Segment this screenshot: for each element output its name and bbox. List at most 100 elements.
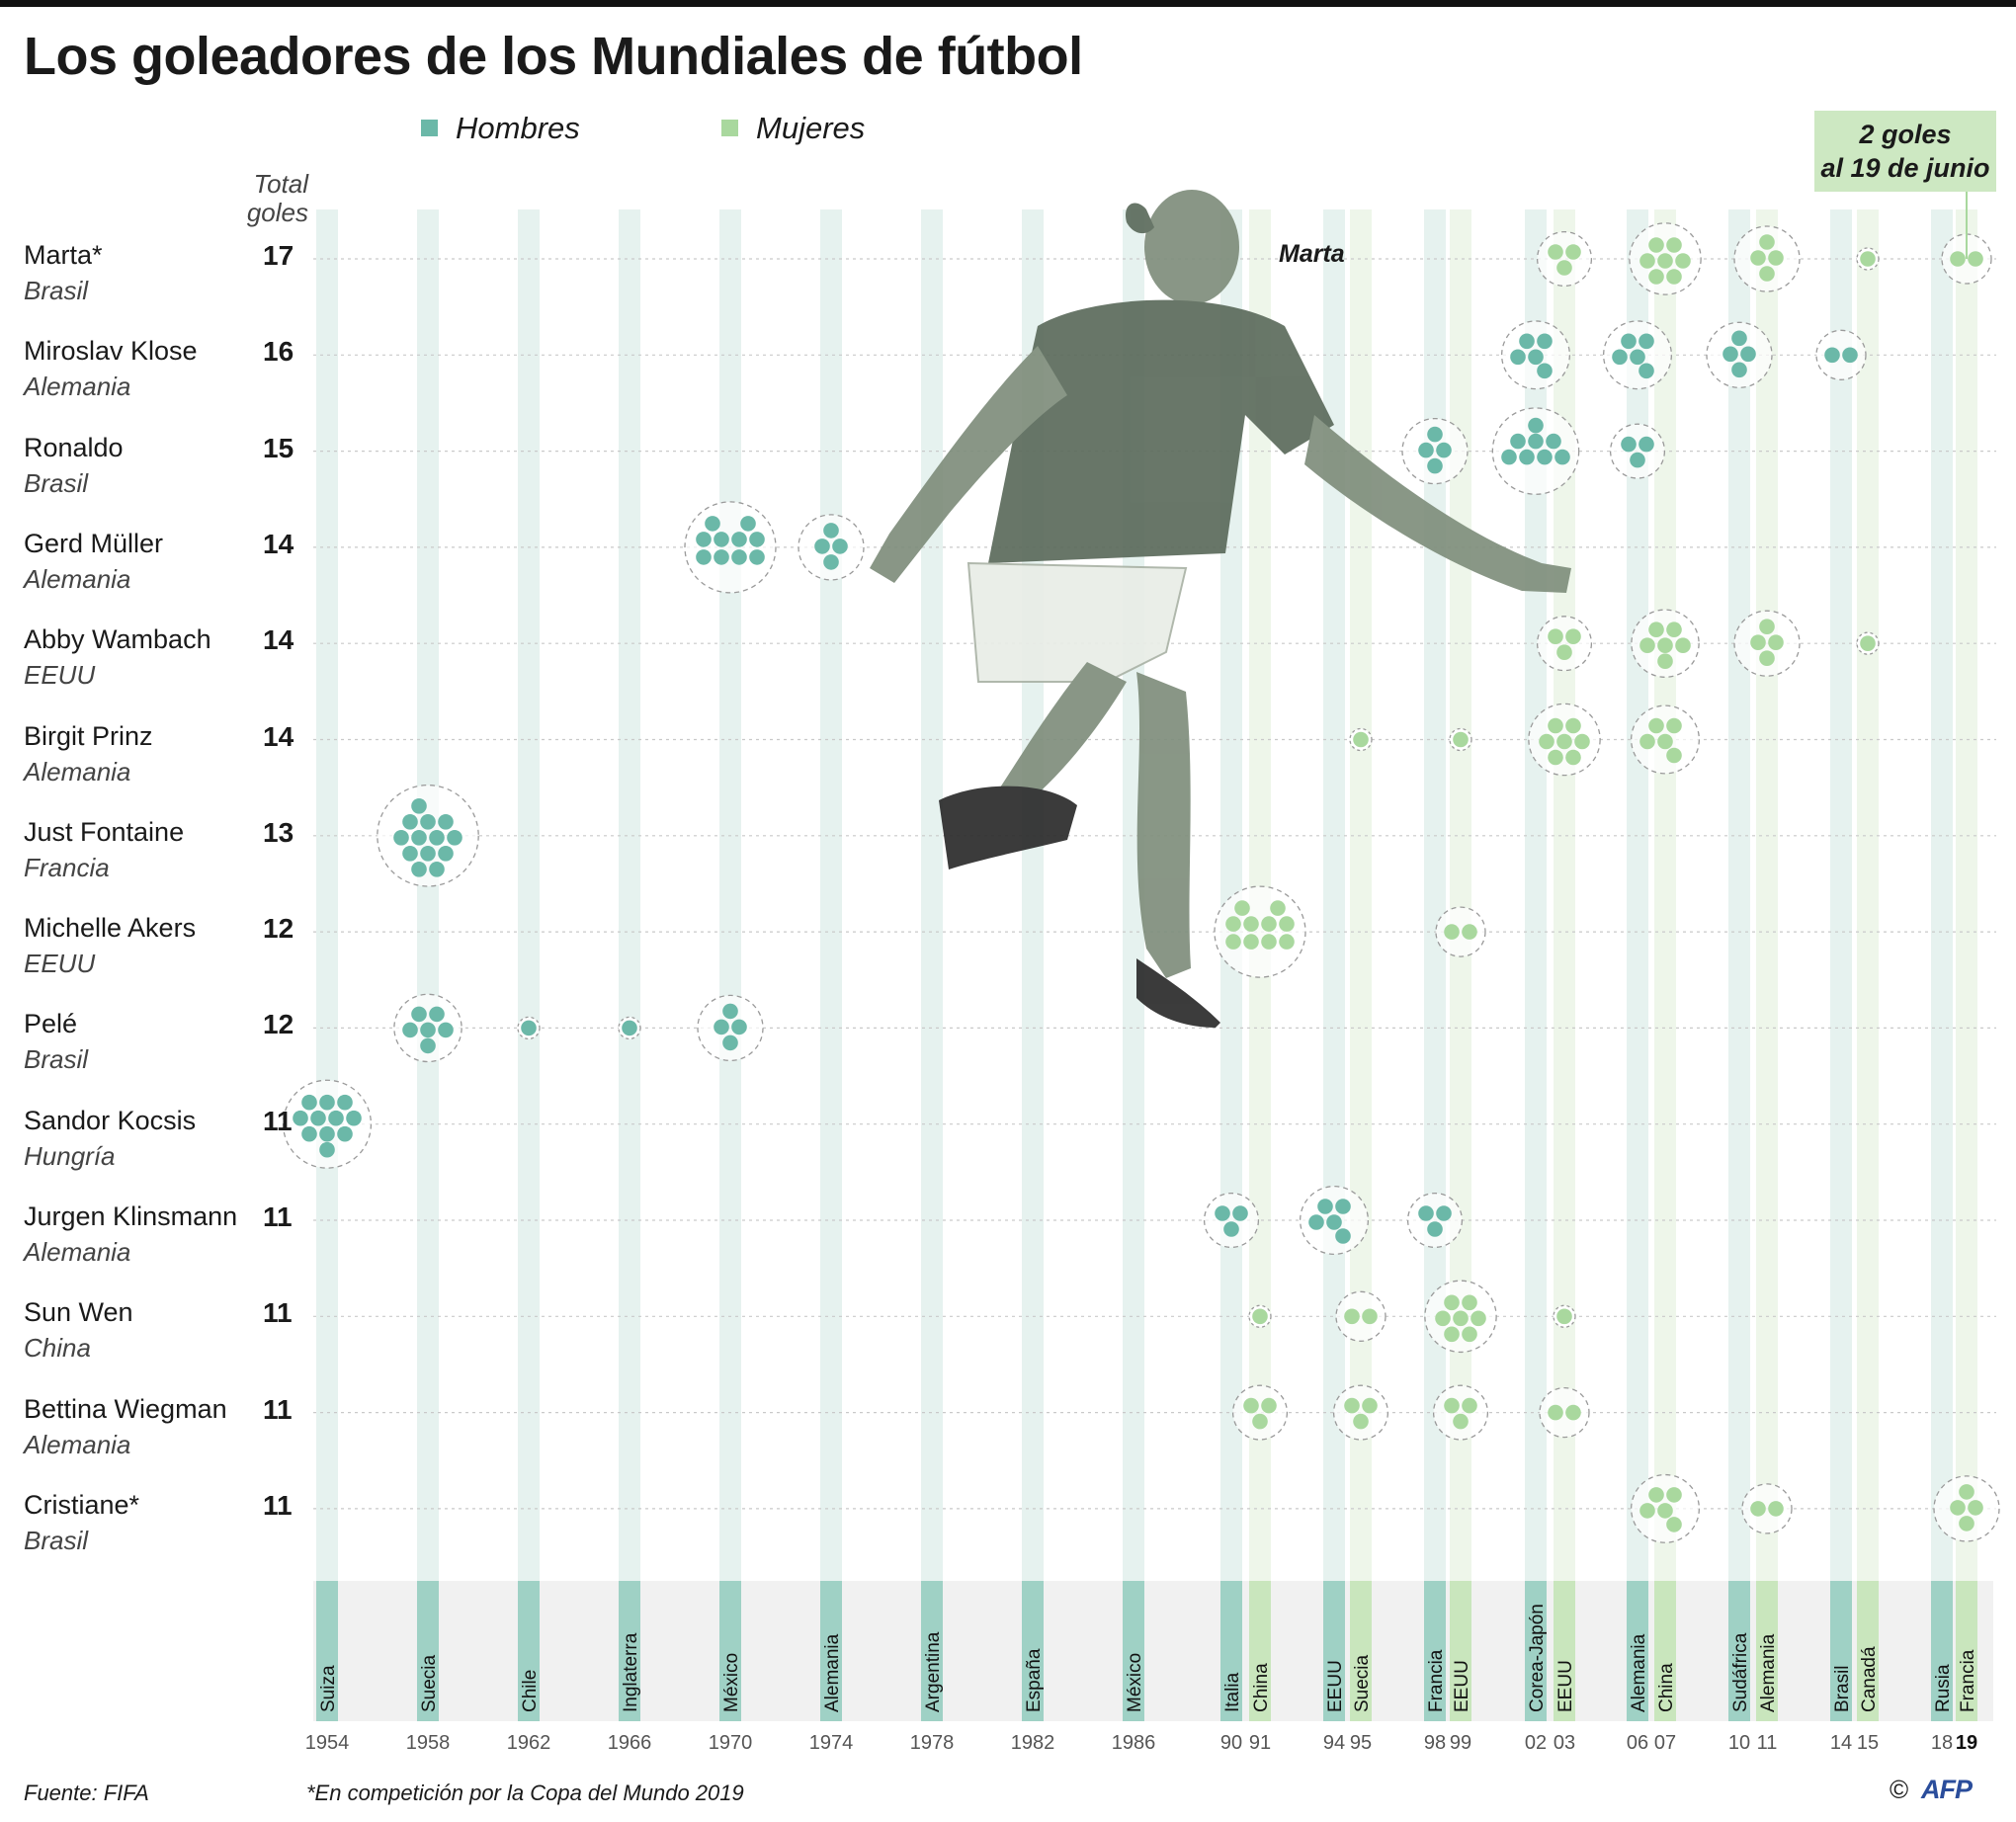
year-label: 1974 [809,1732,854,1754]
goal-dot [1666,747,1682,764]
cluster-ring [1536,230,1593,288]
top-rule [0,0,2016,7]
photo-right-arm [1304,415,1571,593]
goal-dot [1510,349,1526,366]
host-label: Alemania [1758,1633,1779,1712]
player-name: Marta* [24,240,103,270]
goal-dot [1453,731,1469,748]
goal-dot [1842,347,1858,364]
source-note: Fuente: FIFA [24,1781,149,1805]
host-label: Francia [1958,1649,1978,1712]
tournament-band [1756,209,1778,1581]
goal-dot [393,830,409,846]
player-photo [870,190,1571,1028]
player-country: Alemania [24,756,131,787]
legend-women-swatch [721,120,738,136]
goal-dot [1462,1294,1477,1311]
goal-dot [1768,1501,1784,1517]
goal-dot [1501,449,1517,465]
host-tab [1728,1581,1750,1721]
year-label: 91 [1249,1732,1271,1754]
goal-dot [1648,717,1664,734]
legend-men-label: Hombres [456,111,580,145]
goal-dot [1768,250,1784,266]
goal-cluster [1435,906,1486,957]
year-label: 06 [1627,1732,1648,1754]
player-total-goals: 11 [263,1105,293,1136]
host-tab [1450,1581,1471,1721]
player-country: Alemania [24,1429,131,1459]
goal-dot [1675,253,1691,269]
goal-dot [1548,749,1563,766]
goal-cluster [1609,423,1666,479]
host-tab [417,1581,439,1721]
host-label: China [1656,1663,1677,1712]
goal-dot [1470,1310,1486,1327]
goal-dot [1565,1404,1581,1421]
total-goals-header: Total goles [229,170,308,227]
goal-dot [1612,349,1628,366]
goal-dot [420,846,436,862]
player-name: Michelle Akers [24,913,197,944]
goal-cluster [1933,1475,2000,1542]
goal-cluster [1630,704,1701,775]
host-tab [1830,1581,1852,1721]
host-tab [1956,1581,1977,1721]
year-label: 03 [1554,1732,1575,1754]
player-total-goals: 14 [263,720,294,752]
goal-cluster [1631,609,1700,678]
player-total-goals: 12 [263,913,294,945]
goal-dot [402,846,418,862]
year-label: 1986 [1112,1732,1156,1754]
goal-dot [319,1125,335,1142]
photo-left-leg [998,662,1127,810]
cluster-ring [684,501,777,594]
host-tab [518,1581,540,1721]
goal-dot [402,814,418,830]
goal-dot [731,532,747,547]
annotation-box: 2 goles al 19 de junio [1814,111,1996,192]
player-country: Brasil [24,1525,89,1555]
year-label: 1978 [910,1732,955,1754]
goal-dot [1639,253,1655,269]
cluster-ring [1733,610,1801,677]
goal-dot [1261,934,1277,950]
year-label: 15 [1857,1732,1879,1754]
year-label: 18 [1931,1732,1953,1754]
goal-dot [1959,1516,1974,1532]
player-country: China [24,1333,91,1364]
goal-cluster [1349,727,1373,752]
goal-dot [1444,1294,1460,1311]
goal-dot [1666,237,1682,253]
tournament-band [1956,209,1977,1581]
host-tab [820,1581,842,1721]
host-label: Rusia [1933,1664,1954,1712]
goal-dot [1444,1397,1460,1414]
player-name: Miroslav Klose [24,336,198,367]
goal-dot [731,549,747,565]
tournament-band [820,209,842,1581]
host-label: Francia [1426,1649,1447,1712]
goal-cluster [1815,329,1867,380]
host-label: Italia [1222,1672,1243,1712]
cluster-ring [1406,1192,1464,1249]
goal-dot [1959,1484,1974,1500]
cluster-ring [1609,423,1666,479]
goal-dot [823,554,839,570]
goal-dot [1326,1214,1342,1230]
goal-dot [1344,1397,1360,1414]
goal-dot [696,549,712,565]
host-tab [1654,1581,1676,1721]
host-label: México [721,1653,742,1712]
goal-dot [1232,1205,1248,1221]
goal-dot [1648,621,1664,637]
goal-dot [1243,1397,1259,1414]
goal-dot [1548,628,1563,644]
goal-dot [411,862,427,877]
host-label: Brasil [1832,1665,1853,1712]
goal-dot [749,549,765,565]
host-label: Suecia [1352,1654,1373,1712]
goal-dot [1453,1310,1469,1327]
goal-cluster [684,501,777,594]
